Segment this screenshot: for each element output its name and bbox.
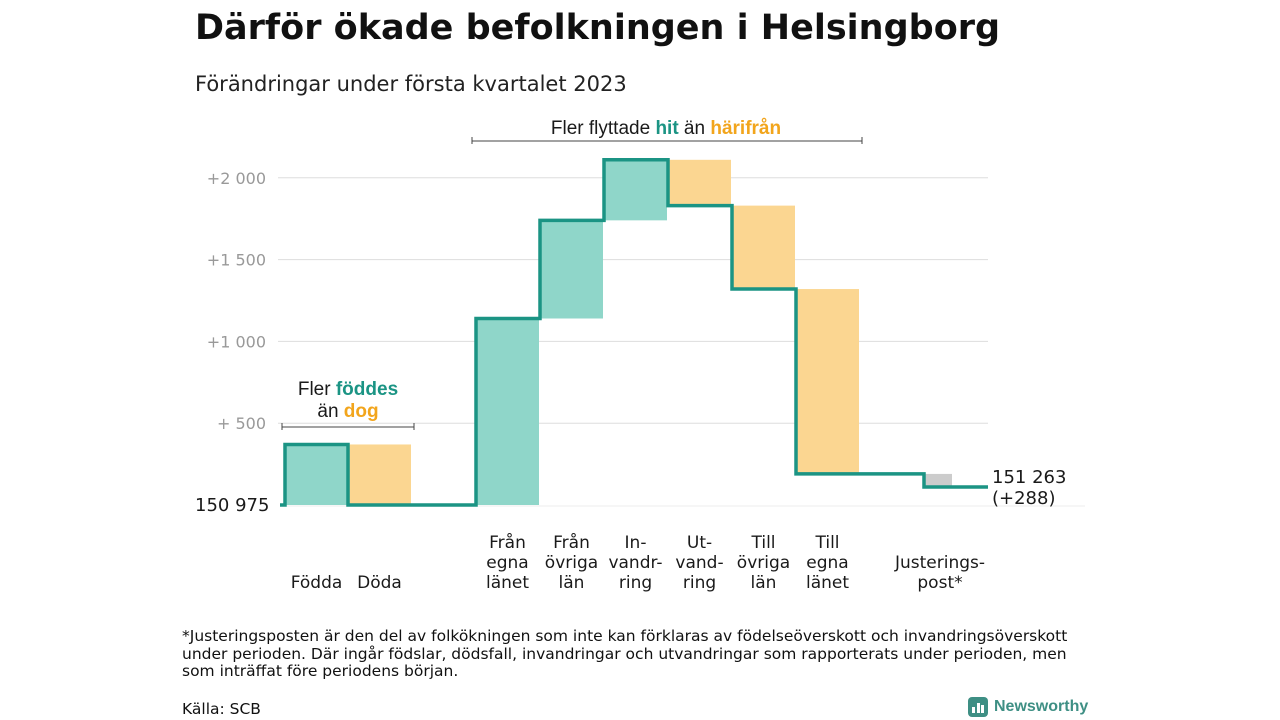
- y-tick-label: + 500: [217, 414, 266, 433]
- category-label: Döda: [357, 573, 402, 593]
- annotation-part: dog: [344, 401, 379, 422]
- category-label-line: Döda: [357, 573, 402, 593]
- category-label: Till egna länet: [806, 533, 849, 593]
- waterfall-bar: [668, 159, 731, 206]
- newsworthy-logo-icon: [968, 697, 988, 717]
- waterfall-bar: [285, 444, 348, 505]
- chart-title: Därför ökade befolkningen i Helsingborg: [195, 8, 1001, 48]
- y-tick-label: +1 500: [207, 251, 266, 270]
- category-label-line: övriga: [545, 553, 598, 573]
- category-label-line: post*: [917, 573, 962, 593]
- category-label: Från övriga län: [545, 532, 598, 593]
- category-label-line: övriga: [737, 553, 790, 573]
- end-change-label: (+288): [992, 488, 1055, 509]
- waterfall-bar: [732, 205, 795, 290]
- category-label: Till övriga län: [737, 533, 790, 593]
- category-label-line: Ut-: [687, 533, 712, 553]
- y-tick-label: +1 000: [207, 332, 266, 351]
- category-label-line: län: [559, 573, 585, 593]
- category-label: In-vandr-ring: [608, 533, 662, 593]
- category-label-line: vand-: [675, 553, 723, 573]
- base-value-label: 150 975: [195, 495, 269, 516]
- annotation-part: härifrån: [710, 118, 781, 139]
- waterfall-chart: + 500 +1 000 +1 500 +2 000 150 975 151 263(+2…: [195, 118, 1085, 593]
- annotation-part: Fler flyttade: [551, 118, 656, 139]
- category-label-line: län: [751, 573, 777, 593]
- category-label-line: Från: [553, 532, 590, 553]
- end-value-label: 151 263: [992, 467, 1066, 488]
- annotation-part: än: [317, 401, 343, 422]
- category-label-line: In-: [625, 533, 647, 553]
- annotation-births-deaths-line2: än dog: [317, 401, 378, 422]
- category-label-line: ring: [619, 573, 652, 593]
- annotation-births-deaths: Fler föddes: [298, 379, 398, 400]
- waterfall-bar: [348, 444, 411, 505]
- cumulative-step-line: [280, 158, 988, 507]
- annotation-part: hit: [655, 118, 679, 139]
- source-label: Källa: SCB: [182, 700, 261, 718]
- category-label-line: Justerings-: [894, 553, 985, 573]
- category-label-line: egna: [486, 553, 528, 573]
- brand-logo: Newsworthy: [968, 696, 1088, 718]
- annotation-migration: Fler flyttade hit än härifrån: [551, 118, 781, 139]
- category-label-line: egna: [806, 553, 848, 573]
- annotation-part: föddes: [336, 379, 398, 400]
- category-label: Ut-vand-ring: [675, 533, 723, 593]
- footnote: *Justeringsposten är den del av folkökni…: [182, 627, 1068, 680]
- chart-subtitle: Förändringar under första kvartalet 2023: [195, 72, 627, 96]
- waterfall-bar: [540, 220, 603, 319]
- brand-name: Newsworthy: [994, 698, 1089, 715]
- category-label-line: ring: [683, 573, 716, 593]
- waterfall-bar: [924, 473, 952, 488]
- waterfall-bar: [796, 289, 859, 474]
- annotation-part: Fler: [298, 379, 336, 400]
- category-label-line: Till: [814, 533, 839, 553]
- category-label-line: länet: [486, 573, 529, 593]
- annotation-bracket: [281, 423, 415, 430]
- category-label-line: Födda: [291, 573, 343, 593]
- category-label: Födda: [291, 573, 343, 593]
- category-label-line: länet: [806, 573, 849, 593]
- y-tick-label: +2 000: [207, 169, 266, 188]
- category-label-line: vandr-: [608, 553, 662, 573]
- waterfall-bar: [476, 318, 539, 505]
- annotation-bracket: [471, 137, 863, 144]
- waterfall-bar: [604, 159, 667, 221]
- category-label-line: Från: [489, 532, 526, 553]
- category-label: Från egna länet: [486, 532, 529, 593]
- category-label-line: Till: [750, 533, 775, 553]
- category-label: Justerings-post*: [894, 553, 985, 593]
- annotation-part: än: [679, 118, 711, 139]
